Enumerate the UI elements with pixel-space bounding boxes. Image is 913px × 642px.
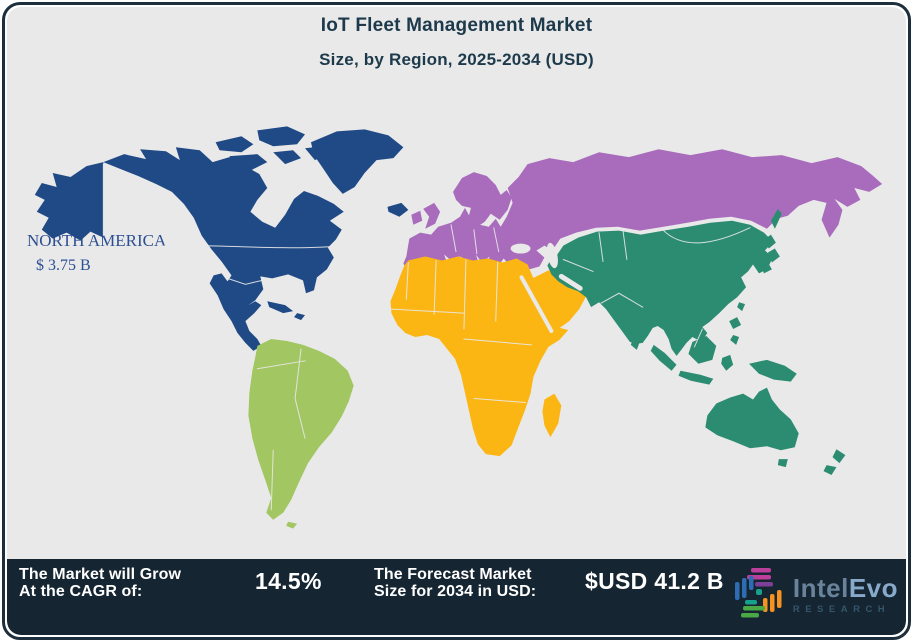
brand-evo: Evo [848, 573, 898, 603]
brand-research: RESEARCH [792, 604, 891, 615]
region-asia-pacific [547, 208, 846, 476]
forecast-value: $USD 41.2 B [585, 568, 724, 594]
title-block: IoT Fleet Management Market Size, by Reg… [7, 15, 906, 70]
intelevo-logo: IntelEvo RESEARCH [731, 564, 898, 626]
region-mea [390, 256, 587, 457]
region-north-america [34, 126, 409, 351]
stats-footer: The Market will Grow At the CAGR of: 14.… [7, 559, 906, 635]
region-south-america [248, 338, 354, 529]
forecast-label: The Forecast Market Size for 2034 in USD… [374, 566, 537, 600]
world-map-area: IoT Fleet Management Market Size, by Reg… [7, 7, 906, 559]
cagr-value: 14.5% [255, 568, 322, 594]
intelevo-logo-icon [734, 568, 782, 618]
inland-seas [510, 242, 583, 333]
brand-intel: Intel [792, 573, 849, 603]
page-subtitle: Size, by Region, 2025-2034 (USD) [319, 50, 594, 69]
poster-inner: IoT Fleet Management Market Size, by Reg… [7, 7, 906, 635]
north-america-callout: NORTH AMERICA $ 3.75 B [27, 229, 166, 277]
intelevo-logo-text: IntelEvo RESEARCH [793, 575, 898, 615]
world-map [34, 126, 883, 529]
region-name-label: NORTH AMERICA [27, 231, 167, 250]
region-value-label: $ 3.75 B [36, 256, 91, 274]
cagr-label: The Market will Grow At the CAGR of: [19, 566, 182, 600]
page-title: IoT Fleet Management Market [320, 15, 593, 36]
country-borders [102, 163, 751, 511]
